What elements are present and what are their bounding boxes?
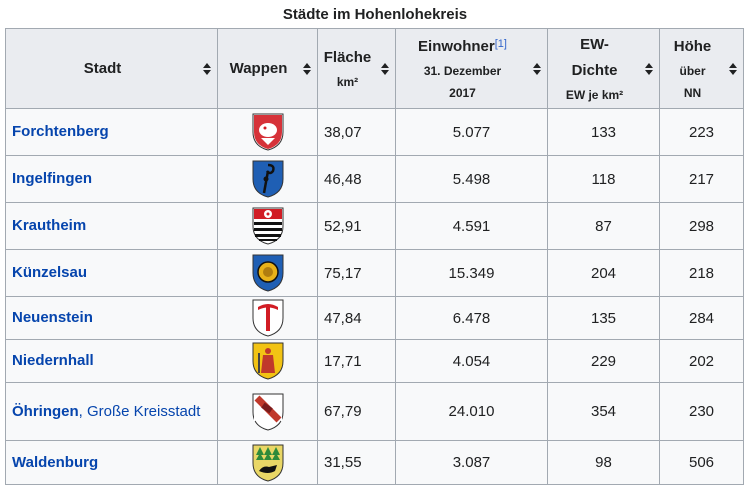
krautheim-coat-of-arms-icon[interactable]: [251, 206, 285, 246]
table-row: Forchtenberg 38,07 5.077 133 223: [5, 108, 744, 156]
city-suffix[interactable]: , Große Kreisstadt: [78, 402, 201, 420]
city-link[interactable]: Waldenburg: [12, 453, 99, 471]
neuenstein-coat-of-arms-icon[interactable]: [251, 298, 285, 338]
header-flaeche[interactable]: Fläche km²: [317, 28, 396, 109]
sort-icon[interactable]: [381, 62, 389, 75]
table-row: Niedernhall 17,71 4.054 229 202: [5, 339, 744, 383]
header-einwohner[interactable]: Einwohner[1] 31. Dezember 2017: [395, 28, 548, 109]
cities-table: Stadt Wappen Fläche km² Einwohner[1] 31.…: [5, 28, 744, 485]
table-row: Künzelsau 75,17 15.349 204 218: [5, 249, 744, 297]
sort-icon[interactable]: [533, 62, 541, 75]
sort-icon[interactable]: [203, 62, 211, 75]
sort-icon[interactable]: [303, 62, 311, 75]
table-row: Ingelfingen 46,48 5.498 118 217: [5, 155, 744, 203]
header-wappen[interactable]: Wappen: [217, 28, 318, 109]
header-dichte[interactable]: EW- Dichte EW je km²: [547, 28, 660, 109]
city-link[interactable]: Künzelsau: [12, 264, 88, 281]
city-link[interactable]: Krautheim: [12, 217, 87, 234]
ingelfingen-coat-of-arms-icon[interactable]: [251, 159, 285, 199]
forchtenberg-coat-of-arms-icon[interactable]: [251, 112, 285, 152]
header-stadt[interactable]: Stadt: [5, 28, 218, 109]
table-row: Neuenstein 47,84 6.478 135 284: [5, 296, 744, 340]
waldenburg-coat-of-arms-icon[interactable]: [251, 443, 285, 483]
niedernhall-coat-of-arms-icon[interactable]: [251, 341, 285, 381]
sort-icon[interactable]: [729, 62, 737, 75]
city-link[interactable]: Neuenstein: [12, 309, 93, 326]
table-caption: Städte im Hohenlohekreis: [282, 6, 468, 23]
city-link[interactable]: Ingelfingen: [12, 170, 92, 187]
oehringen-coat-of-arms-icon[interactable]: [251, 392, 285, 432]
table-row: Öhringen, Große Kreisstadt 67,79 24.010 …: [5, 382, 744, 441]
kuenzelsau-coat-of-arms-icon[interactable]: [251, 253, 285, 293]
reference-link[interactable]: [1]: [494, 37, 507, 50]
header-hoehe[interactable]: Höhe über NN: [659, 28, 744, 109]
city-link[interactable]: Niedernhall: [12, 352, 94, 369]
city-link[interactable]: Forchtenberg: [12, 123, 109, 140]
table-row: Krautheim 52,91 4.591 87 298: [5, 202, 744, 250]
table-row: Waldenburg 31,55 3.087 98 506: [5, 440, 744, 485]
sort-icon[interactable]: [645, 62, 653, 75]
city-link[interactable]: Öhringen: [12, 402, 79, 420]
